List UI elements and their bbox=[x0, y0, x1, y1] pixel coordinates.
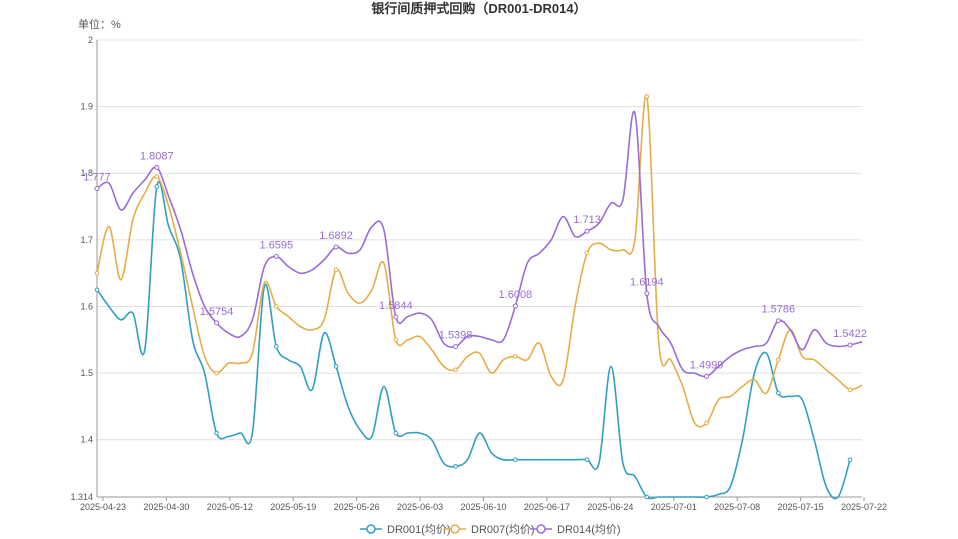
data-label: 1.5786 bbox=[762, 304, 796, 316]
legend-marker-icon bbox=[366, 524, 376, 534]
unit-label: 单位：% bbox=[78, 17, 121, 31]
y-tick-label: 1.8 bbox=[80, 168, 93, 178]
data-point-marker bbox=[214, 320, 220, 326]
data-label: 1.5844 bbox=[379, 300, 413, 312]
data-point-marker bbox=[513, 354, 518, 359]
data-point-marker bbox=[333, 267, 339, 273]
data-point-marker bbox=[847, 342, 853, 348]
data-label: 1.5422 bbox=[833, 328, 867, 340]
y-tick-label: 1.9 bbox=[80, 102, 93, 112]
x-tick-label: 2025-06-17 bbox=[524, 502, 570, 512]
data-point-marker bbox=[847, 457, 853, 462]
data-label: 1.6595 bbox=[259, 240, 293, 252]
x-tick-label: 2025-04-30 bbox=[143, 502, 189, 512]
data-point-marker bbox=[94, 186, 100, 192]
x-tick-label: 2025-06-03 bbox=[397, 502, 443, 512]
data-label: 1.8087 bbox=[140, 150, 174, 162]
data-point-marker bbox=[273, 304, 279, 309]
data-point-marker bbox=[512, 303, 518, 309]
data-label: 1.5398 bbox=[439, 330, 473, 342]
legend-item-3[interactable]: DR014(均价) bbox=[530, 523, 621, 536]
data-label: 1.6892 bbox=[319, 230, 353, 242]
data-label: 1.713 bbox=[573, 214, 601, 226]
legend-label: DR014(均价) bbox=[557, 523, 621, 536]
data-point-marker bbox=[333, 364, 339, 369]
legend-label: DR001(均价) bbox=[387, 523, 451, 536]
x-tick-label: 2025-06-24 bbox=[587, 502, 633, 512]
x-tick-label: 2025-05-19 bbox=[270, 502, 316, 512]
y-tick-label: 1.6 bbox=[80, 301, 93, 311]
data-point-marker bbox=[775, 318, 781, 324]
data-point-marker bbox=[154, 174, 160, 179]
data-point-marker bbox=[776, 390, 781, 396]
series-line-2 bbox=[96, 94, 863, 428]
data-point-marker bbox=[273, 254, 279, 260]
data-point-marker bbox=[704, 494, 709, 500]
data-point-marker bbox=[273, 344, 279, 349]
x-tick-label: 2025-07-15 bbox=[778, 502, 824, 512]
data-point-marker bbox=[704, 373, 710, 379]
x-tick-label: 2025-07-01 bbox=[651, 502, 697, 512]
legend-marker-icon bbox=[450, 524, 460, 534]
data-label: 1.5754 bbox=[200, 306, 234, 318]
data-point-marker bbox=[513, 457, 518, 462]
data-point-marker bbox=[584, 457, 590, 462]
x-tick-label: 2025-04-23 bbox=[80, 502, 126, 512]
data-point-marker bbox=[453, 344, 459, 350]
data-label: 1.4999 bbox=[690, 359, 724, 371]
legend-marker-icon bbox=[536, 524, 546, 534]
data-point-marker bbox=[214, 370, 219, 376]
data-point-marker bbox=[154, 184, 160, 189]
data-point-marker bbox=[393, 314, 399, 320]
legend-label: DR007(均价) bbox=[471, 523, 535, 536]
series-line-1 bbox=[96, 180, 851, 500]
data-label: 1.6008 bbox=[499, 289, 533, 301]
data-point-marker bbox=[776, 357, 781, 363]
data-point-marker bbox=[393, 337, 399, 343]
series-line-3 bbox=[96, 110, 863, 378]
y-tick-label: 1.4 bbox=[80, 435, 93, 445]
data-point-marker bbox=[847, 387, 853, 393]
data-point-marker bbox=[584, 250, 590, 256]
grid-lines bbox=[97, 39, 862, 498]
x-tick-label: 2025-05-26 bbox=[334, 502, 380, 512]
data-point-marker bbox=[154, 164, 160, 170]
y-tick-label: 1.7 bbox=[80, 235, 93, 245]
data-point-marker bbox=[214, 430, 219, 436]
y-tick-label: 1.314 bbox=[70, 492, 93, 502]
data-point-marker bbox=[393, 430, 399, 436]
data-point-marker bbox=[94, 287, 100, 293]
data-point-marker bbox=[644, 291, 650, 297]
data-point-marker bbox=[644, 494, 650, 500]
legend-item-1[interactable]: DR001(均价) bbox=[360, 523, 451, 536]
x-tick-label: 2025-07-08 bbox=[714, 502, 760, 512]
x-tick-label: 2025-07-22 bbox=[841, 502, 887, 512]
data-point-marker bbox=[584, 228, 590, 234]
axes: 1.314 1.4 1.5 1.6 1.7 1.8 1.9 2 2025-04-23 2025-0… bbox=[70, 35, 887, 512]
data-point-marker bbox=[453, 367, 458, 373]
data-label: 1.777 bbox=[83, 172, 111, 184]
legend[interactable]: DR001(均价) DR007(均价) DR014(均价) bbox=[360, 523, 621, 536]
data-label: 1.6194 bbox=[630, 277, 664, 289]
y-tick-label: 1.5 bbox=[80, 368, 93, 378]
x-tick-label: 2025-06-10 bbox=[460, 502, 506, 512]
data-point-marker bbox=[704, 420, 709, 426]
data-point-marker bbox=[333, 244, 339, 250]
chart-title: 银行间质押式回购（DR001-DR014） bbox=[371, 1, 586, 16]
y-tick-label: 2 bbox=[88, 35, 93, 45]
data-labels: 1.777 1.8087 1.5754 1.6595 1.6892 1.5844 1.539… bbox=[83, 150, 867, 379]
data-point-marker bbox=[94, 270, 100, 276]
x-tick-label: 2025-05-12 bbox=[207, 502, 253, 512]
legend-item-2[interactable]: DR007(均价) bbox=[444, 523, 535, 536]
series-lines bbox=[94, 94, 863, 500]
data-point-marker bbox=[453, 464, 458, 469]
data-point-marker bbox=[644, 94, 650, 99]
